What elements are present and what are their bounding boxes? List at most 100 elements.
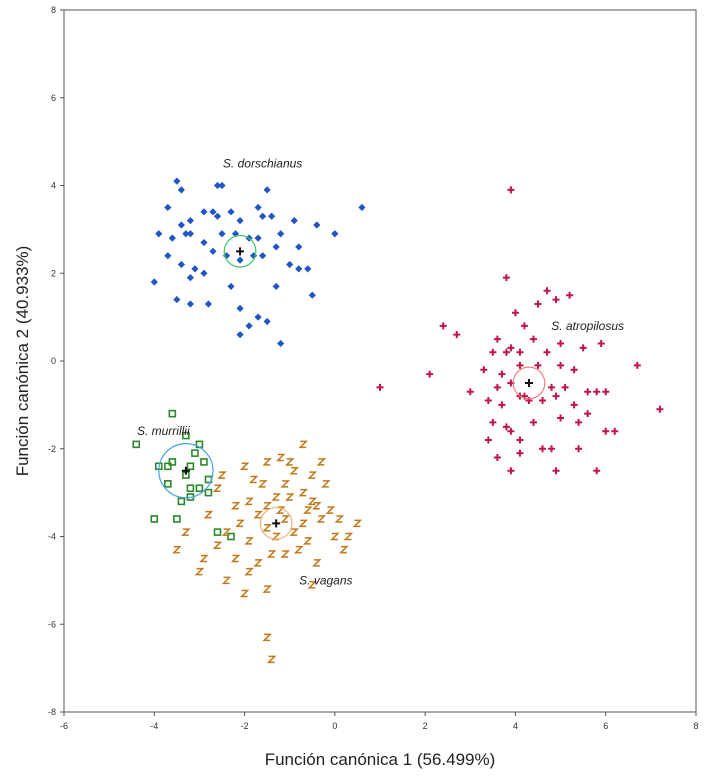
- point-s-atropilosus: [507, 427, 515, 435]
- centroid-circle-s-dorschianus: [223, 234, 257, 268]
- point-s-atropilosus: [539, 445, 547, 453]
- point-s-atropilosus: [484, 436, 492, 444]
- point-s-vagans: [244, 497, 254, 506]
- point-s-vagans: [262, 458, 272, 466]
- point-s-atropilosus: [502, 423, 510, 431]
- point-s-dorschianus: [236, 304, 244, 312]
- x-tick-label: 4: [513, 721, 518, 731]
- point-s-dorschianus: [331, 230, 339, 238]
- point-s-atropilosus: [579, 344, 587, 352]
- point-s-vagans: [325, 506, 336, 514]
- point-s-vagans: [230, 554, 241, 563]
- point-s-vagans: [239, 462, 250, 471]
- centroid-circle-s-vagans: [259, 506, 293, 540]
- point-s-vagans: [266, 655, 277, 664]
- point-s-vagans: [289, 466, 300, 475]
- point-s-atropilosus: [575, 445, 583, 453]
- point-s-atropilosus: [584, 388, 592, 396]
- point-s-vagans: [235, 519, 245, 528]
- centroid-circle-s-murrillii: [158, 443, 214, 499]
- y-tick-label: -2: [48, 444, 56, 454]
- x-tick-label: -2: [241, 721, 249, 731]
- point-s-vagans: [181, 528, 191, 536]
- point-s-murrillii: [200, 458, 208, 466]
- point-s-dorschianus: [218, 181, 226, 190]
- point-s-vagans: [298, 440, 309, 449]
- point-s-atropilosus: [584, 410, 592, 418]
- point-s-atropilosus: [575, 418, 583, 426]
- point-s-vagans: [330, 532, 340, 541]
- point-s-vagans: [253, 510, 263, 519]
- centroid-marker-s-dorschianus: [236, 247, 245, 256]
- point-s-vagans: [307, 471, 318, 479]
- point-s-atropilosus: [534, 361, 542, 369]
- point-s-dorschianus: [218, 230, 226, 238]
- point-s-dorschianus: [295, 243, 303, 251]
- point-s-dorschianus: [213, 212, 222, 220]
- point-s-atropilosus: [439, 322, 447, 330]
- point-s-murrillii: [173, 515, 181, 523]
- point-s-vagans: [262, 523, 272, 532]
- point-s-dorschianus: [263, 186, 271, 194]
- point-s-dorschianus: [168, 234, 176, 242]
- point-s-murrillii: [195, 484, 204, 493]
- label-s-murrillii: S. murrillii: [137, 424, 190, 438]
- point-s-dorschianus: [155, 230, 163, 238]
- point-s-atropilosus: [534, 300, 542, 308]
- point-s-dorschianus: [304, 265, 312, 273]
- point-s-dorschianus: [268, 212, 276, 220]
- point-s-vagans: [244, 567, 254, 576]
- point-s-atropilosus: [602, 388, 610, 396]
- point-s-atropilosus: [548, 445, 556, 453]
- point-s-vagans: [253, 559, 263, 567]
- centroid-marker-s-murrillii: [181, 466, 190, 475]
- y-tick-label: 8: [51, 5, 56, 15]
- point-s-atropilosus: [593, 388, 601, 396]
- point-s-vagans: [221, 528, 232, 536]
- point-s-dorschianus: [164, 203, 172, 212]
- point-s-atropilosus: [498, 370, 506, 378]
- point-s-vagans: [298, 519, 309, 528]
- point-s-dorschianus: [236, 331, 244, 339]
- point-s-dorschianus: [245, 322, 253, 330]
- point-s-murrillii: [150, 515, 159, 523]
- point-s-dorschianus: [313, 221, 321, 229]
- point-s-vagans: [262, 633, 272, 642]
- point-s-dorschianus: [150, 278, 158, 286]
- point-s-vagans: [321, 480, 331, 488]
- point-s-vagans: [248, 475, 259, 484]
- y-tick-label: 2: [51, 268, 56, 278]
- point-s-dorschianus: [250, 252, 258, 260]
- group-labels: S. dorschianus S. atropilosus S. murrillii…: [137, 157, 624, 588]
- point-s-vagans: [316, 458, 327, 466]
- point-s-atropilosus: [529, 418, 537, 426]
- point-s-vagans: [212, 484, 223, 492]
- point-s-dorschianus: [254, 313, 262, 321]
- point-s-vagans: [280, 480, 291, 488]
- point-s-dorschianus: [259, 252, 267, 260]
- point-s-vagans: [334, 515, 345, 523]
- point-s-vagans: [316, 515, 327, 523]
- point-s-vagans: [280, 515, 291, 523]
- point-s-atropilosus: [498, 401, 506, 409]
- point-s-murrillii: [164, 462, 172, 471]
- point-s-murrillii: [132, 440, 141, 449]
- point-s-dorschianus: [182, 230, 190, 238]
- point-s-dorschianus: [186, 300, 194, 308]
- point-s-dorschianus: [277, 339, 285, 348]
- point-s-dorschianus: [204, 300, 213, 308]
- point-s-vagans: [307, 581, 318, 589]
- point-s-atropilosus: [557, 339, 565, 347]
- point-s-dorschianus: [227, 282, 235, 291]
- point-s-vagans: [343, 532, 354, 541]
- point-s-vagans: [311, 559, 322, 567]
- point-s-vagans: [194, 567, 205, 576]
- point-s-atropilosus: [511, 309, 519, 317]
- point-s-vagans: [302, 506, 313, 514]
- plot-frame: [63, 9, 697, 713]
- point-s-murrillii: [191, 449, 199, 457]
- centroid-marker-s-vagans: [272, 519, 281, 528]
- label-s-vagans: S. vagans: [299, 573, 352, 587]
- x-tick-label: 8: [693, 721, 698, 731]
